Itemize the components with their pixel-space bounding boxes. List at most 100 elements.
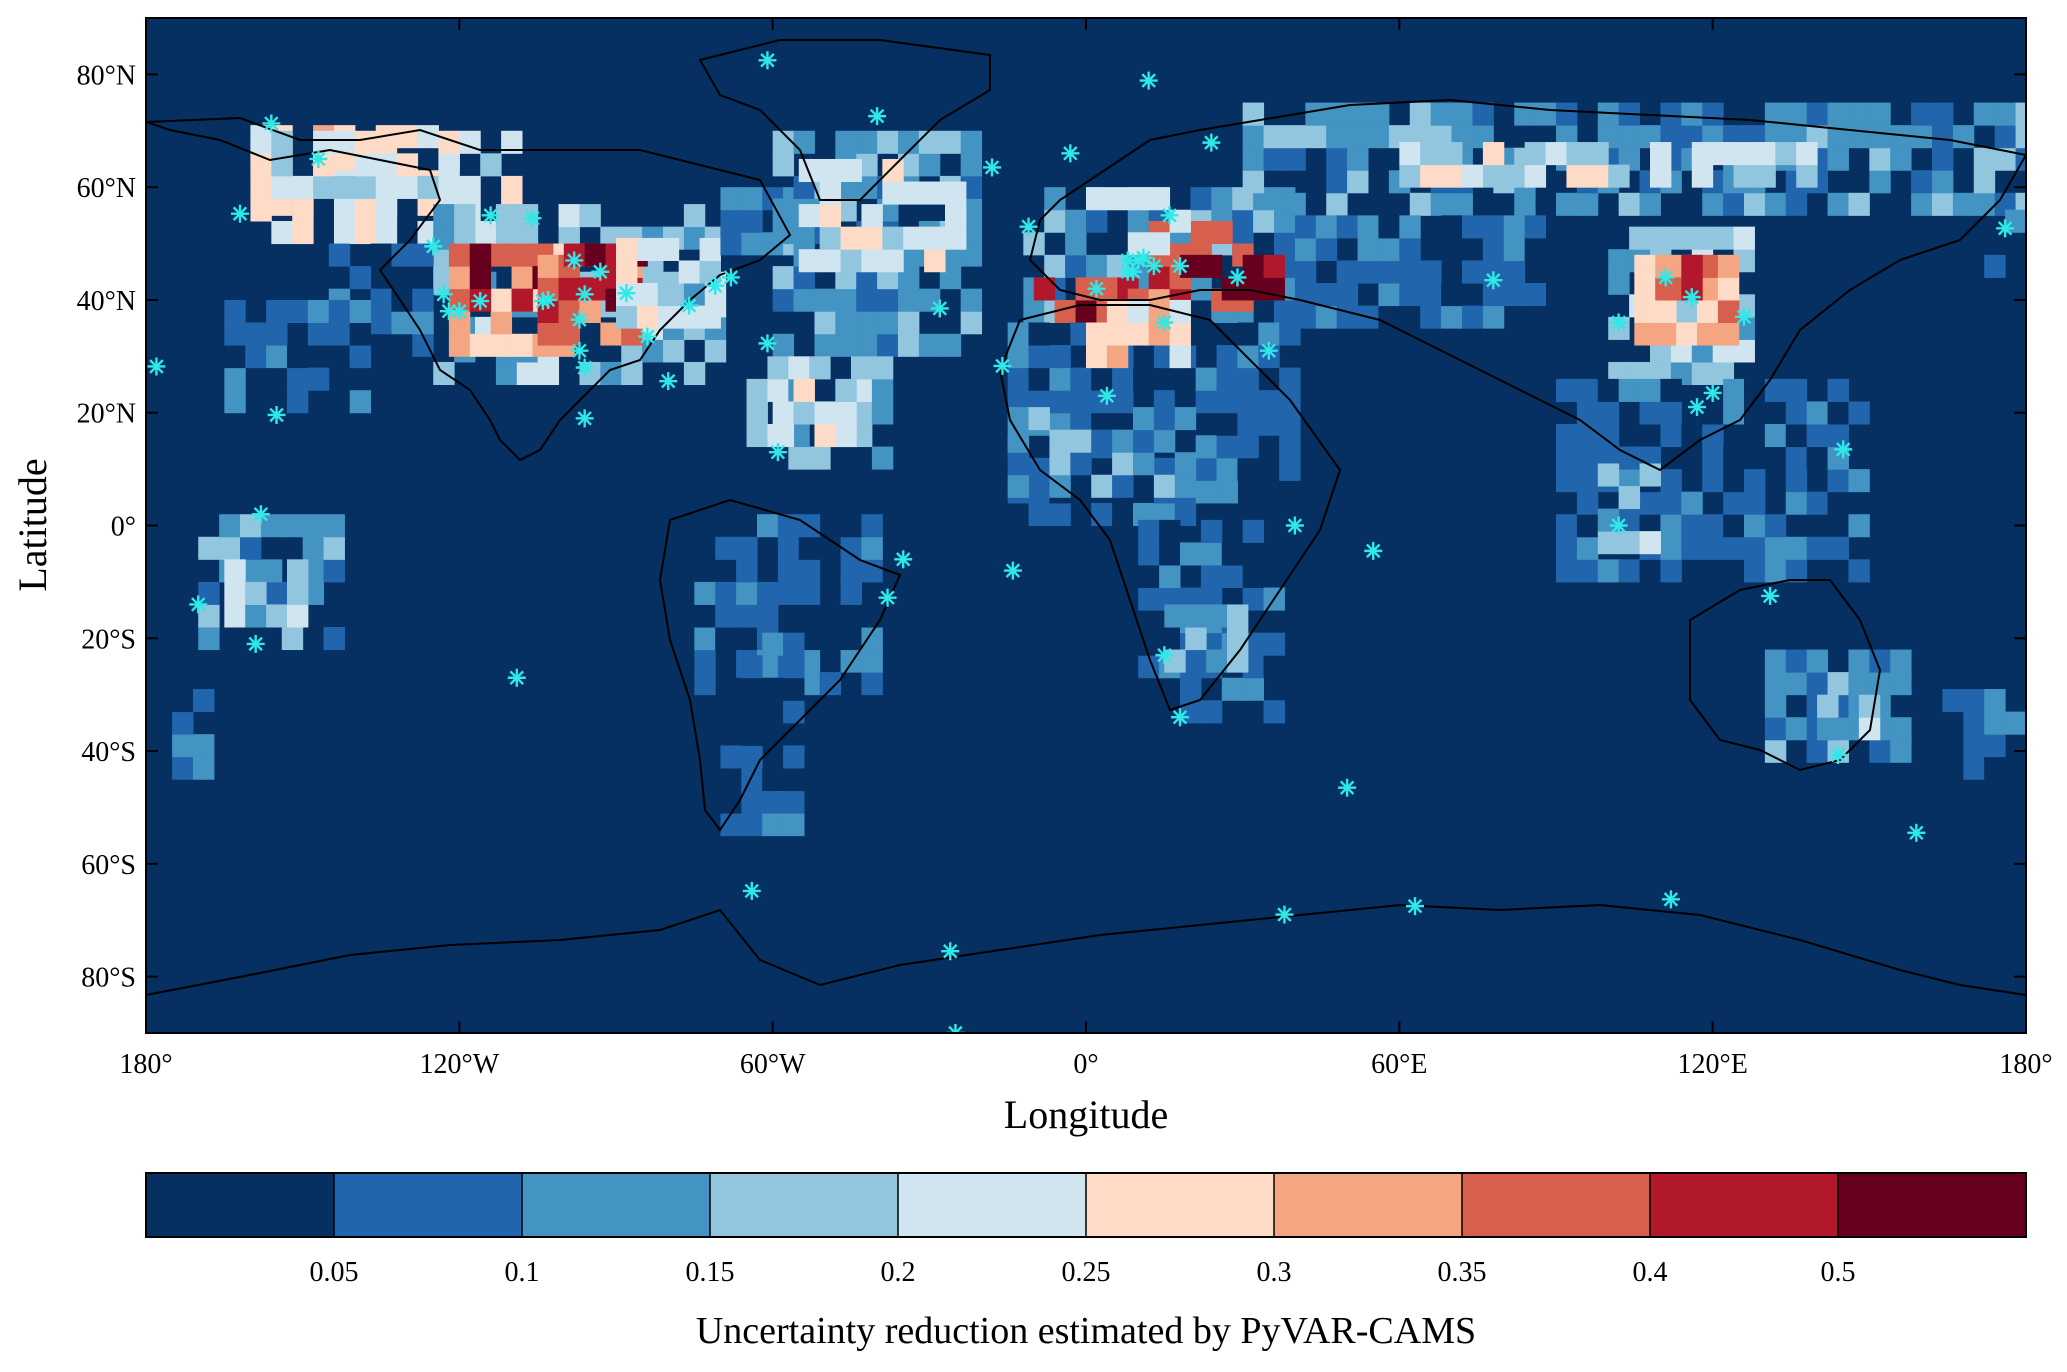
grid-cell — [835, 130, 857, 154]
grid-cell — [1806, 536, 1829, 560]
station-marker — [638, 327, 657, 346]
grid-cell — [1796, 164, 1818, 188]
grid-cell — [877, 311, 899, 335]
grid-cell — [1420, 142, 1442, 166]
grid-cell — [788, 356, 810, 380]
grid-cell — [1023, 299, 1045, 323]
grid-cell — [1315, 237, 1338, 261]
grid-cell — [334, 175, 356, 199]
station-marker — [758, 51, 777, 70]
grid-cell — [224, 581, 246, 605]
grid-cell — [495, 204, 518, 228]
grid-cell — [1258, 322, 1280, 346]
grid-cell — [898, 288, 920, 312]
grid-cell — [1702, 192, 1724, 216]
grid-cell — [1764, 717, 1787, 741]
grid-cell — [757, 604, 779, 628]
grid-cell — [1200, 519, 1223, 543]
lon-tick-label: 180° — [1999, 1049, 2052, 1080]
grid-cell — [1597, 401, 1620, 425]
grid-cell — [1133, 452, 1155, 476]
station-marker — [1364, 541, 1383, 560]
grid-cell — [1258, 480, 1280, 504]
grid-cell — [1033, 277, 1056, 301]
station-marker — [309, 149, 328, 168]
grid-cell — [375, 125, 398, 149]
grid-cell — [1138, 519, 1160, 543]
grid-cell — [1169, 345, 1191, 369]
grid-cell — [746, 424, 768, 448]
station-marker — [424, 237, 443, 256]
grid-cell — [1242, 519, 1265, 543]
grid-cell — [772, 266, 795, 290]
grid-cell — [412, 311, 434, 335]
station-marker — [946, 1024, 965, 1033]
grid-cell — [762, 767, 784, 792]
station-marker — [1118, 262, 1137, 281]
grid-cell — [772, 333, 795, 357]
grid-cell — [1984, 711, 2006, 735]
grid-cell — [271, 221, 293, 245]
grid-cell — [1597, 102, 1620, 126]
grid-cell — [287, 367, 309, 391]
grid-cell — [715, 627, 737, 651]
grid-cell — [2015, 147, 2026, 171]
station-marker — [246, 634, 265, 653]
grid-cell — [767, 378, 789, 402]
grid-cell — [1227, 649, 1249, 673]
grid-cell — [741, 187, 763, 211]
grid-cell — [1169, 299, 1191, 323]
grid-cell — [1764, 559, 1787, 583]
grid-cell — [793, 401, 815, 425]
grid-cell — [1133, 407, 1155, 431]
grid-cell — [250, 175, 272, 199]
grid-cell — [1785, 536, 1808, 560]
grid-cell — [1827, 378, 1849, 402]
grid-cell — [1112, 367, 1134, 391]
grid-cell — [715, 581, 737, 605]
grid-cell — [1806, 102, 1829, 126]
grid-cell — [1984, 689, 2006, 713]
grid-cell — [757, 581, 779, 605]
station-marker — [1160, 206, 1179, 225]
grid-cell — [1723, 378, 1745, 402]
grid-cell — [814, 333, 836, 357]
grid-cell — [433, 204, 455, 228]
grid-cell — [856, 333, 878, 357]
station-marker — [539, 290, 558, 309]
station-marker — [147, 357, 166, 376]
grid-cell — [1806, 424, 1829, 448]
grid-cell — [1200, 542, 1223, 566]
grid-cell — [1754, 142, 1776, 166]
grid-cell — [302, 514, 325, 538]
grid-cell — [1984, 734, 2006, 758]
grid-cell — [412, 333, 434, 357]
grid-cell — [1049, 429, 1071, 453]
grid-cell — [1681, 254, 1703, 278]
grid-cell — [1044, 187, 1066, 211]
lon-tick-label: 60°E — [1371, 1049, 1427, 1080]
lat-tick-label: 0° — [111, 512, 136, 543]
grid-cell — [1153, 474, 1176, 498]
grid-cell — [777, 581, 800, 605]
grid-cell — [1932, 192, 1954, 216]
grid-cell — [835, 424, 857, 448]
grid-cell — [861, 536, 883, 560]
grid-cell — [1049, 367, 1071, 391]
coastlines — [146, 39, 2026, 996]
grid-cell — [1785, 559, 1808, 583]
grid-cell — [1106, 187, 1129, 211]
coastline-south-america — [658, 498, 902, 832]
grid-cell — [1174, 367, 1197, 391]
grid-cell — [1655, 299, 1677, 323]
y-axis-title: Latitude — [10, 458, 55, 591]
station-marker — [267, 405, 286, 424]
grid-cell — [1764, 378, 1787, 402]
grid-cell — [266, 367, 288, 391]
grid-cell — [287, 345, 309, 369]
grid-cell — [417, 125, 439, 149]
grid-cell — [1618, 192, 1641, 216]
grid-cell — [537, 322, 560, 346]
grid-cell — [861, 249, 883, 273]
grid-cell — [1399, 260, 1421, 284]
